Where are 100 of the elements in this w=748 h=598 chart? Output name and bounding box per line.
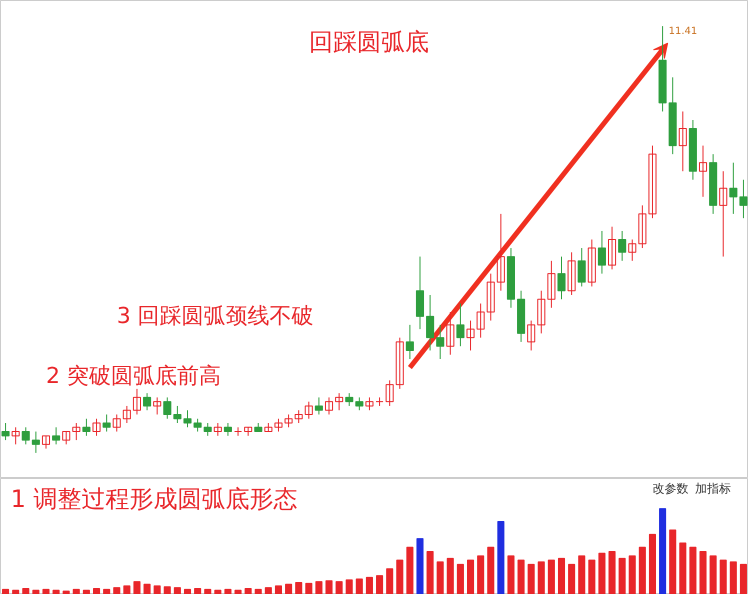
bar: [568, 564, 576, 594]
bar: [234, 590, 242, 594]
candlestick: [92, 418, 101, 436]
bar: [426, 551, 434, 594]
annotation: 11.41: [668, 26, 698, 38]
bar: [325, 580, 333, 594]
candlestick: [608, 226, 616, 270]
bar: [730, 561, 737, 594]
bar: [548, 560, 555, 594]
bar: [477, 555, 484, 594]
bar: [336, 581, 343, 594]
candlestick: [112, 414, 121, 432]
candlestick: [153, 396, 162, 415]
bar: [578, 555, 586, 594]
bar: [528, 564, 535, 594]
bar: [346, 579, 353, 594]
candlestick: [648, 145, 657, 219]
candlestick: [638, 204, 646, 249]
bar: [264, 587, 272, 594]
candlestick: [42, 435, 50, 450]
bar: [244, 588, 252, 594]
bar: [497, 520, 504, 594]
annotation: 3 回踩圆弧颈线不破: [116, 304, 314, 330]
bar: [598, 552, 606, 594]
bar: [740, 564, 747, 594]
bar: [103, 588, 110, 594]
candlestick: [173, 405, 182, 424]
bar: [659, 508, 666, 594]
bar: [123, 585, 130, 594]
bar: [12, 590, 20, 594]
candlestick: [314, 396, 323, 415]
bar: [144, 584, 151, 594]
candlestick: [82, 418, 90, 436]
candlestick: [194, 418, 202, 432]
candlestick: [32, 431, 40, 454]
bar: [487, 546, 494, 594]
bar: [194, 588, 202, 594]
bar: [588, 560, 596, 594]
candlestick: [628, 239, 636, 262]
candlestick: [143, 392, 152, 411]
bar: [356, 578, 363, 594]
bar: [305, 582, 312, 594]
candlestick: [557, 256, 566, 300]
bar: [164, 586, 171, 594]
bar: [669, 530, 676, 594]
bar: [648, 534, 656, 594]
bar: [274, 585, 282, 594]
bar: [154, 585, 161, 594]
bar: [538, 561, 545, 594]
candlestick: [62, 431, 70, 445]
annotation: 回踩圆弧底: [308, 28, 429, 56]
bar: [456, 564, 464, 594]
candlestick: [678, 110, 687, 172]
bar: [92, 588, 100, 594]
bar: [113, 587, 120, 594]
bar: [366, 576, 373, 594]
candlestick: [294, 410, 303, 424]
bar: [720, 560, 727, 594]
candlestick: [719, 170, 728, 258]
candlestick: [456, 303, 464, 347]
candlestick: [355, 396, 364, 411]
candlestick: [476, 303, 485, 338]
candlestick: [102, 414, 111, 432]
candlestick: [2, 422, 10, 441]
candlestick: [214, 422, 222, 436]
bar: [254, 588, 262, 594]
bar: [52, 590, 60, 594]
annotation: 1 调整过程形成圆弧底形态: [10, 484, 298, 513]
candlestick: [598, 230, 606, 274]
candlestick: [527, 320, 536, 351]
candlestick: [396, 337, 404, 390]
candlestick: [446, 312, 454, 356]
candlestick: [335, 392, 344, 411]
candlestick: [72, 422, 80, 441]
candlestick: [466, 320, 475, 351]
bar: [285, 584, 292, 594]
candlestick: [284, 414, 293, 428]
candlestick: [537, 290, 546, 334]
bar: [679, 542, 686, 594]
text: 加指标: [694, 482, 731, 496]
bar: [699, 551, 707, 594]
candlestick: [22, 426, 30, 445]
bar: [689, 546, 696, 594]
candlestick: [365, 396, 374, 411]
candlestick: [739, 179, 748, 219]
bar: [507, 555, 514, 594]
text: 改参数: [652, 482, 688, 496]
candlestick: [274, 418, 283, 432]
candlestick: [568, 252, 576, 296]
candlestick: [588, 239, 596, 287]
annotation: 2 突破圆弧底前高: [46, 364, 221, 389]
candlestick: [183, 410, 192, 428]
candlestick: [204, 422, 212, 436]
candlestick: [345, 392, 354, 406]
candlestick: [578, 248, 586, 287]
bar: [62, 590, 70, 594]
candlestick: [698, 145, 708, 198]
candlestick: [224, 422, 232, 436]
candlestick: [122, 405, 131, 424]
candlestick: [547, 260, 556, 308]
